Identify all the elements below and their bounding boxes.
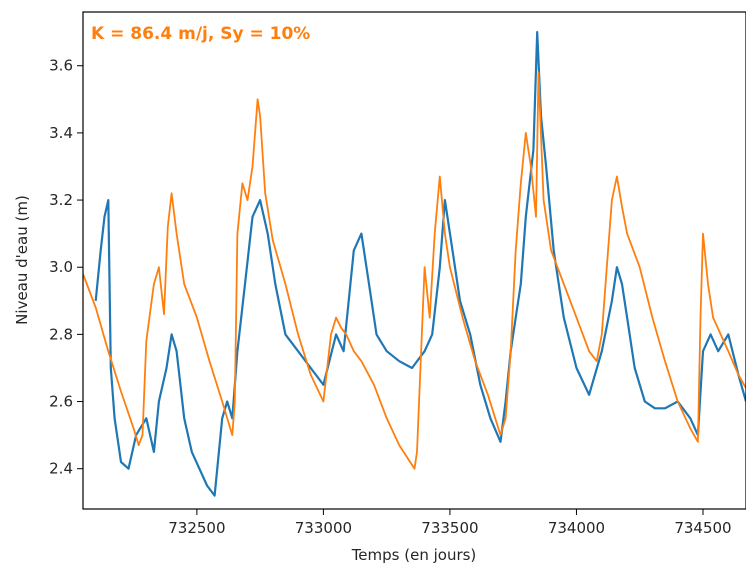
x-axis-label: Temps (en jours) — [351, 546, 477, 564]
y-tick-label: 3.2 — [49, 191, 73, 209]
y-tick-label: 3.4 — [49, 124, 73, 142]
plot-frame — [83, 12, 746, 509]
x-tick-label: 734500 — [674, 519, 731, 537]
x-axis: 732500 733000 733500 734000 734500 — [168, 509, 731, 537]
y-tick-label: 2.6 — [49, 393, 73, 411]
y-axis: 2.4 2.6 2.8 3.0 3.2 3.4 3.6 — [49, 57, 83, 478]
x-tick-label: 734000 — [548, 519, 605, 537]
x-tick-label: 733500 — [421, 519, 478, 537]
y-tick-label: 2.8 — [49, 325, 73, 343]
x-tick-label: 732500 — [168, 519, 225, 537]
chart-annotation: K = 86.4 m/j, Sy = 10% — [91, 24, 310, 44]
y-tick-label: 3.0 — [49, 258, 73, 276]
y-axis-label: Niveau d'eau (m) — [13, 195, 31, 325]
plot-area — [83, 32, 746, 496]
y-tick-label: 2.4 — [49, 460, 73, 478]
y-tick-label: 3.6 — [49, 57, 73, 75]
x-tick-label: 733000 — [295, 519, 352, 537]
series-line-1 — [96, 32, 746, 496]
